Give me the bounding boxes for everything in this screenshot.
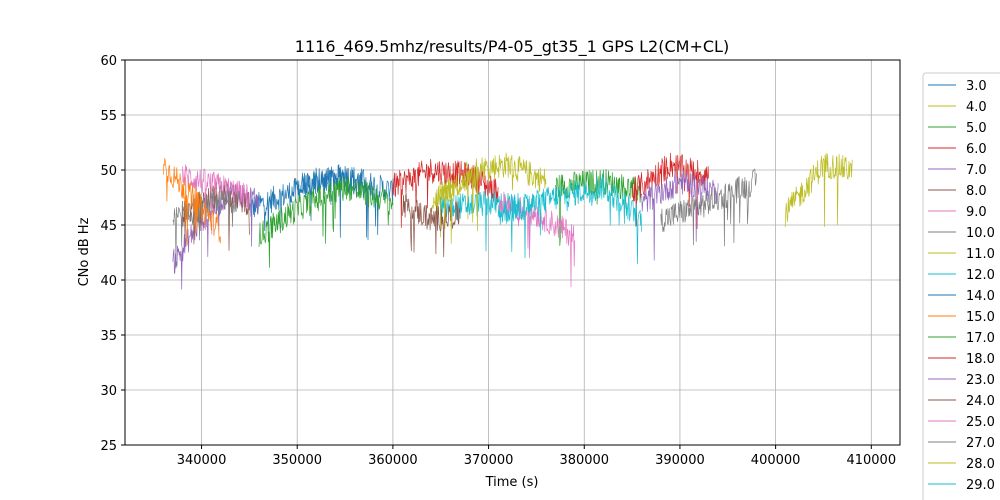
legend-entry: 27.0 [966,436,995,451]
x-tick-label: 400000 [751,453,801,468]
x-tick-label: 360000 [368,453,418,468]
legend-entry: 5.0 [966,121,987,136]
legend-entry: 11.0 [966,247,995,262]
y-tick-label: 40 [100,274,117,289]
y-tick-label: 60 [100,54,117,69]
legend-entry: 3.0 [966,79,987,94]
plot-frame [124,59,901,446]
series-line [641,169,719,261]
legend-entry: 28.0 [966,457,995,472]
legend-entry: 17.0 [966,331,995,346]
legend-entry: 9.0 [966,205,987,220]
series-line [258,175,394,268]
y-axis: 25 30 35 40 45 50 55 60 [100,54,125,454]
y-tick-label: 30 [100,384,117,399]
series-line [296,164,375,240]
x-tick-label: 340000 [177,453,227,468]
x-axis-label: Time (s) [485,475,539,490]
series-line [172,187,241,269]
legend-entry: 18.0 [966,352,995,367]
y-tick-label: 50 [100,164,117,179]
series-line [440,165,480,244]
legend-entry: 24.0 [966,394,995,409]
x-tick-label: 370000 [464,453,514,468]
legend-entry: 23.0 [966,373,995,388]
y-axis-label: CNo dB Hz [77,217,92,286]
grid [125,59,900,446]
legend-entry: 15.0 [966,310,995,325]
series-line [182,164,250,235]
series-line [555,169,642,246]
series-line [631,152,709,230]
legend-entry: 25.0 [966,415,995,430]
chart-title: 1116_469.5mhz/results/P4-05_gt35_1 GPS L… [295,37,729,57]
x-axis: 340000 350000 360000 370000 380000 390000 4000… [177,445,896,468]
legend-entry: 8.0 [966,184,987,199]
series-line [660,168,757,247]
series-line [402,193,461,258]
y-tick-label: 45 [100,219,117,234]
legend: 3.0 4.0 5.0 6.0 7.0 8.0 9.0 10.0 11.0 12.0 14.0 15.… [922,72,1000,500]
series-line [497,173,643,265]
series-line [162,157,222,246]
series-line [784,152,853,228]
y-tick-label: 25 [100,439,117,454]
legend-entry: 10.0 [966,226,995,241]
legend-entry: 6.0 [966,142,987,157]
y-tick-label: 55 [100,109,117,124]
y-tick-label: 35 [100,329,117,344]
plot-area [162,152,853,290]
legend-entry: 7.0 [966,163,987,178]
x-tick-label: 350000 [272,453,322,468]
x-tick-label: 380000 [559,453,609,468]
legend-entry: 29.0 [966,478,995,493]
x-tick-label: 390000 [655,453,705,468]
legend-entry: 12.0 [966,268,995,283]
legend-frame [922,72,1000,500]
series-line [392,158,499,229]
legend-entry: 4.0 [966,100,987,115]
x-tick-label: 410000 [846,453,896,468]
legend-entry: 14.0 [966,289,995,304]
